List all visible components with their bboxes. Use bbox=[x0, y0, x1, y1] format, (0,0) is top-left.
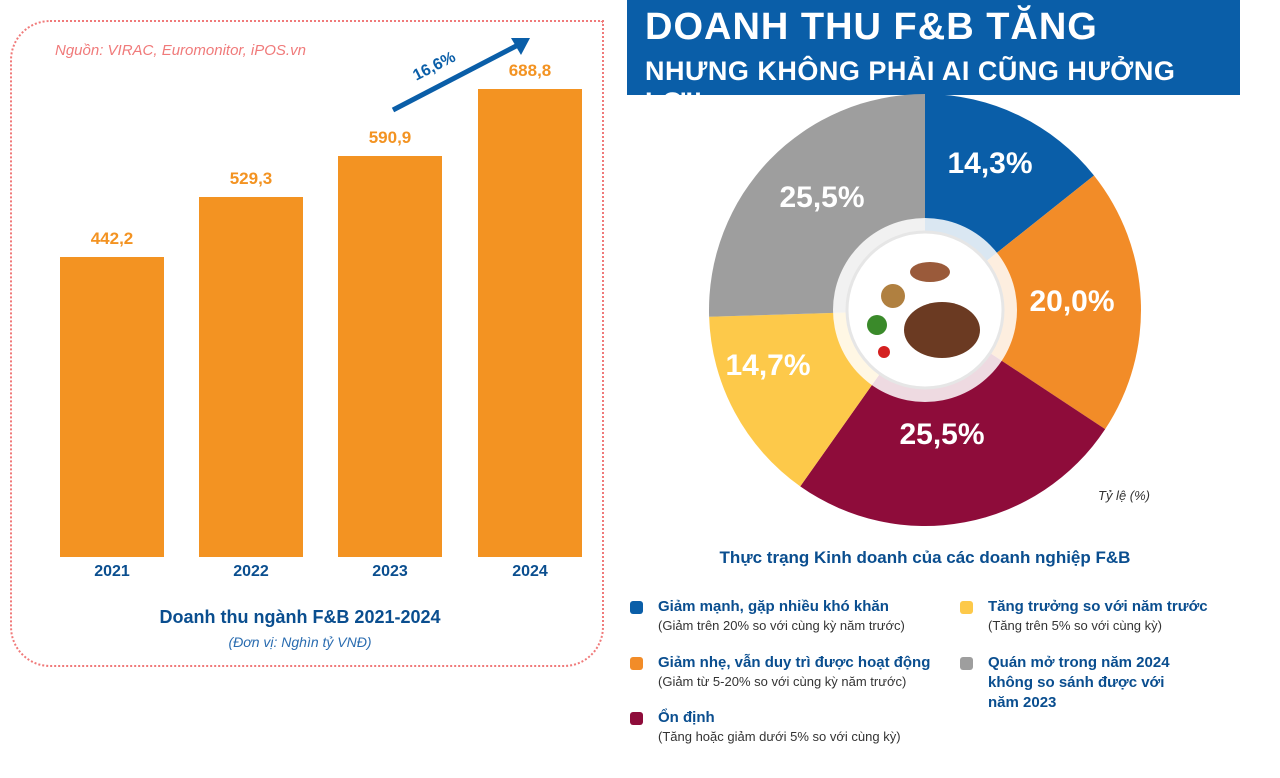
bar-chart-unit: (Đơn vị: Nghìn tỷ VNĐ) bbox=[228, 634, 372, 650]
growth-arrow-icon bbox=[391, 41, 522, 113]
bar-2022 bbox=[199, 197, 303, 557]
legend-item: Tăng trưởng so với năm trước (Tăng trên 5… bbox=[960, 597, 1270, 635]
tomato-icon bbox=[878, 346, 890, 358]
legend-swatch bbox=[630, 712, 643, 725]
pie-unit-label: Tỷ lệ (%) bbox=[1098, 488, 1150, 503]
legend-swatch bbox=[630, 601, 643, 614]
legend-swatch bbox=[960, 601, 973, 614]
x-tick-label: 2024 bbox=[512, 563, 548, 580]
legend-label: Ổn định bbox=[658, 709, 715, 726]
pie-slice-label: 14,3% bbox=[947, 147, 1032, 180]
legend-description: (Tăng trên 5% so với cùng kỳ) bbox=[988, 618, 1162, 633]
pie-slice bbox=[800, 310, 1106, 526]
legend-description: (Giảm trên 20% so với cùng kỳ năm trước) bbox=[658, 618, 905, 633]
pie-slice bbox=[925, 175, 1141, 430]
bar-chart-frame bbox=[10, 20, 604, 667]
legend-item: Ổn định (Tăng hoặc giảm dưới 5% so với cù… bbox=[630, 708, 940, 746]
pie-slice-label: 20,0% bbox=[1029, 285, 1114, 318]
legend-swatch bbox=[630, 657, 643, 670]
bar-value-label: 590,9 bbox=[368, 127, 412, 147]
legend-label: Quán mở trong năm 2024 không so sánh đượ… bbox=[988, 654, 1170, 711]
bar-chart-title: Doanh thu ngành F&B 2021-2024 bbox=[159, 607, 441, 627]
pie-slice-label: 25,5% bbox=[899, 418, 984, 451]
legend-label: Tăng trưởng so với năm trước bbox=[988, 598, 1208, 615]
bar-2024 bbox=[478, 89, 582, 557]
legend-title: Thực trạng Kinh doanh của các doanh nghi… bbox=[719, 548, 1131, 567]
x-tick-label: 2021 bbox=[94, 563, 130, 580]
bar-value-label: 442,2 bbox=[90, 228, 134, 248]
banner-line-2: NHƯNG KHÔNG PHẢI AI CŨNG HƯỞNG LỢI! bbox=[645, 56, 1176, 117]
legend-label: Giảm nhẹ, vẫn duy trì được hoạt động bbox=[658, 654, 931, 671]
pie-slice-label: 14,7% bbox=[725, 349, 810, 382]
herb-icon bbox=[867, 315, 887, 335]
pie-slice-label: 25,5% bbox=[779, 181, 864, 214]
legend-description: (Giảm từ 5-20% so với cùng kỳ năm trước) bbox=[658, 674, 907, 689]
bar-value-label: 688,8 bbox=[508, 61, 552, 80]
legend-item: Giảm mạnh, gặp nhiều khó khăn (Giảm trên … bbox=[630, 597, 940, 635]
source-note: Nguồn: VIRAC, Euromonitor, iPOS.vn bbox=[55, 42, 306, 59]
bar-value-label: 529,3 bbox=[229, 169, 273, 189]
potato-icon bbox=[881, 284, 905, 308]
steak-icon bbox=[904, 302, 980, 358]
legend-label: Giảm mạnh, gặp nhiều khó khăn bbox=[658, 598, 889, 615]
title-banner: DOANH THU F&B TĂNG NHƯNG KHÔNG PHẢI AI C… bbox=[627, 0, 1240, 117]
legend-description: (Tăng hoặc giảm dưới 5% so với cùng kỳ) bbox=[658, 729, 901, 744]
legend-item: Giảm nhẹ, vẫn duy trì được hoạt động (Giả… bbox=[630, 653, 940, 691]
x-tick-label: 2022 bbox=[233, 563, 269, 580]
x-tick-label: 2023 bbox=[372, 563, 408, 580]
bar-2023 bbox=[338, 155, 442, 557]
legend-swatch bbox=[960, 657, 973, 670]
legend-item: Quán mở trong năm 2024 không so sánh đượ… bbox=[960, 653, 1195, 713]
arrow-head-icon bbox=[511, 38, 530, 55]
bar-2021 bbox=[60, 256, 164, 557]
banner-line-1: DOANH THU F&B TĂNG bbox=[645, 6, 1098, 48]
sauce-icon bbox=[910, 262, 950, 282]
